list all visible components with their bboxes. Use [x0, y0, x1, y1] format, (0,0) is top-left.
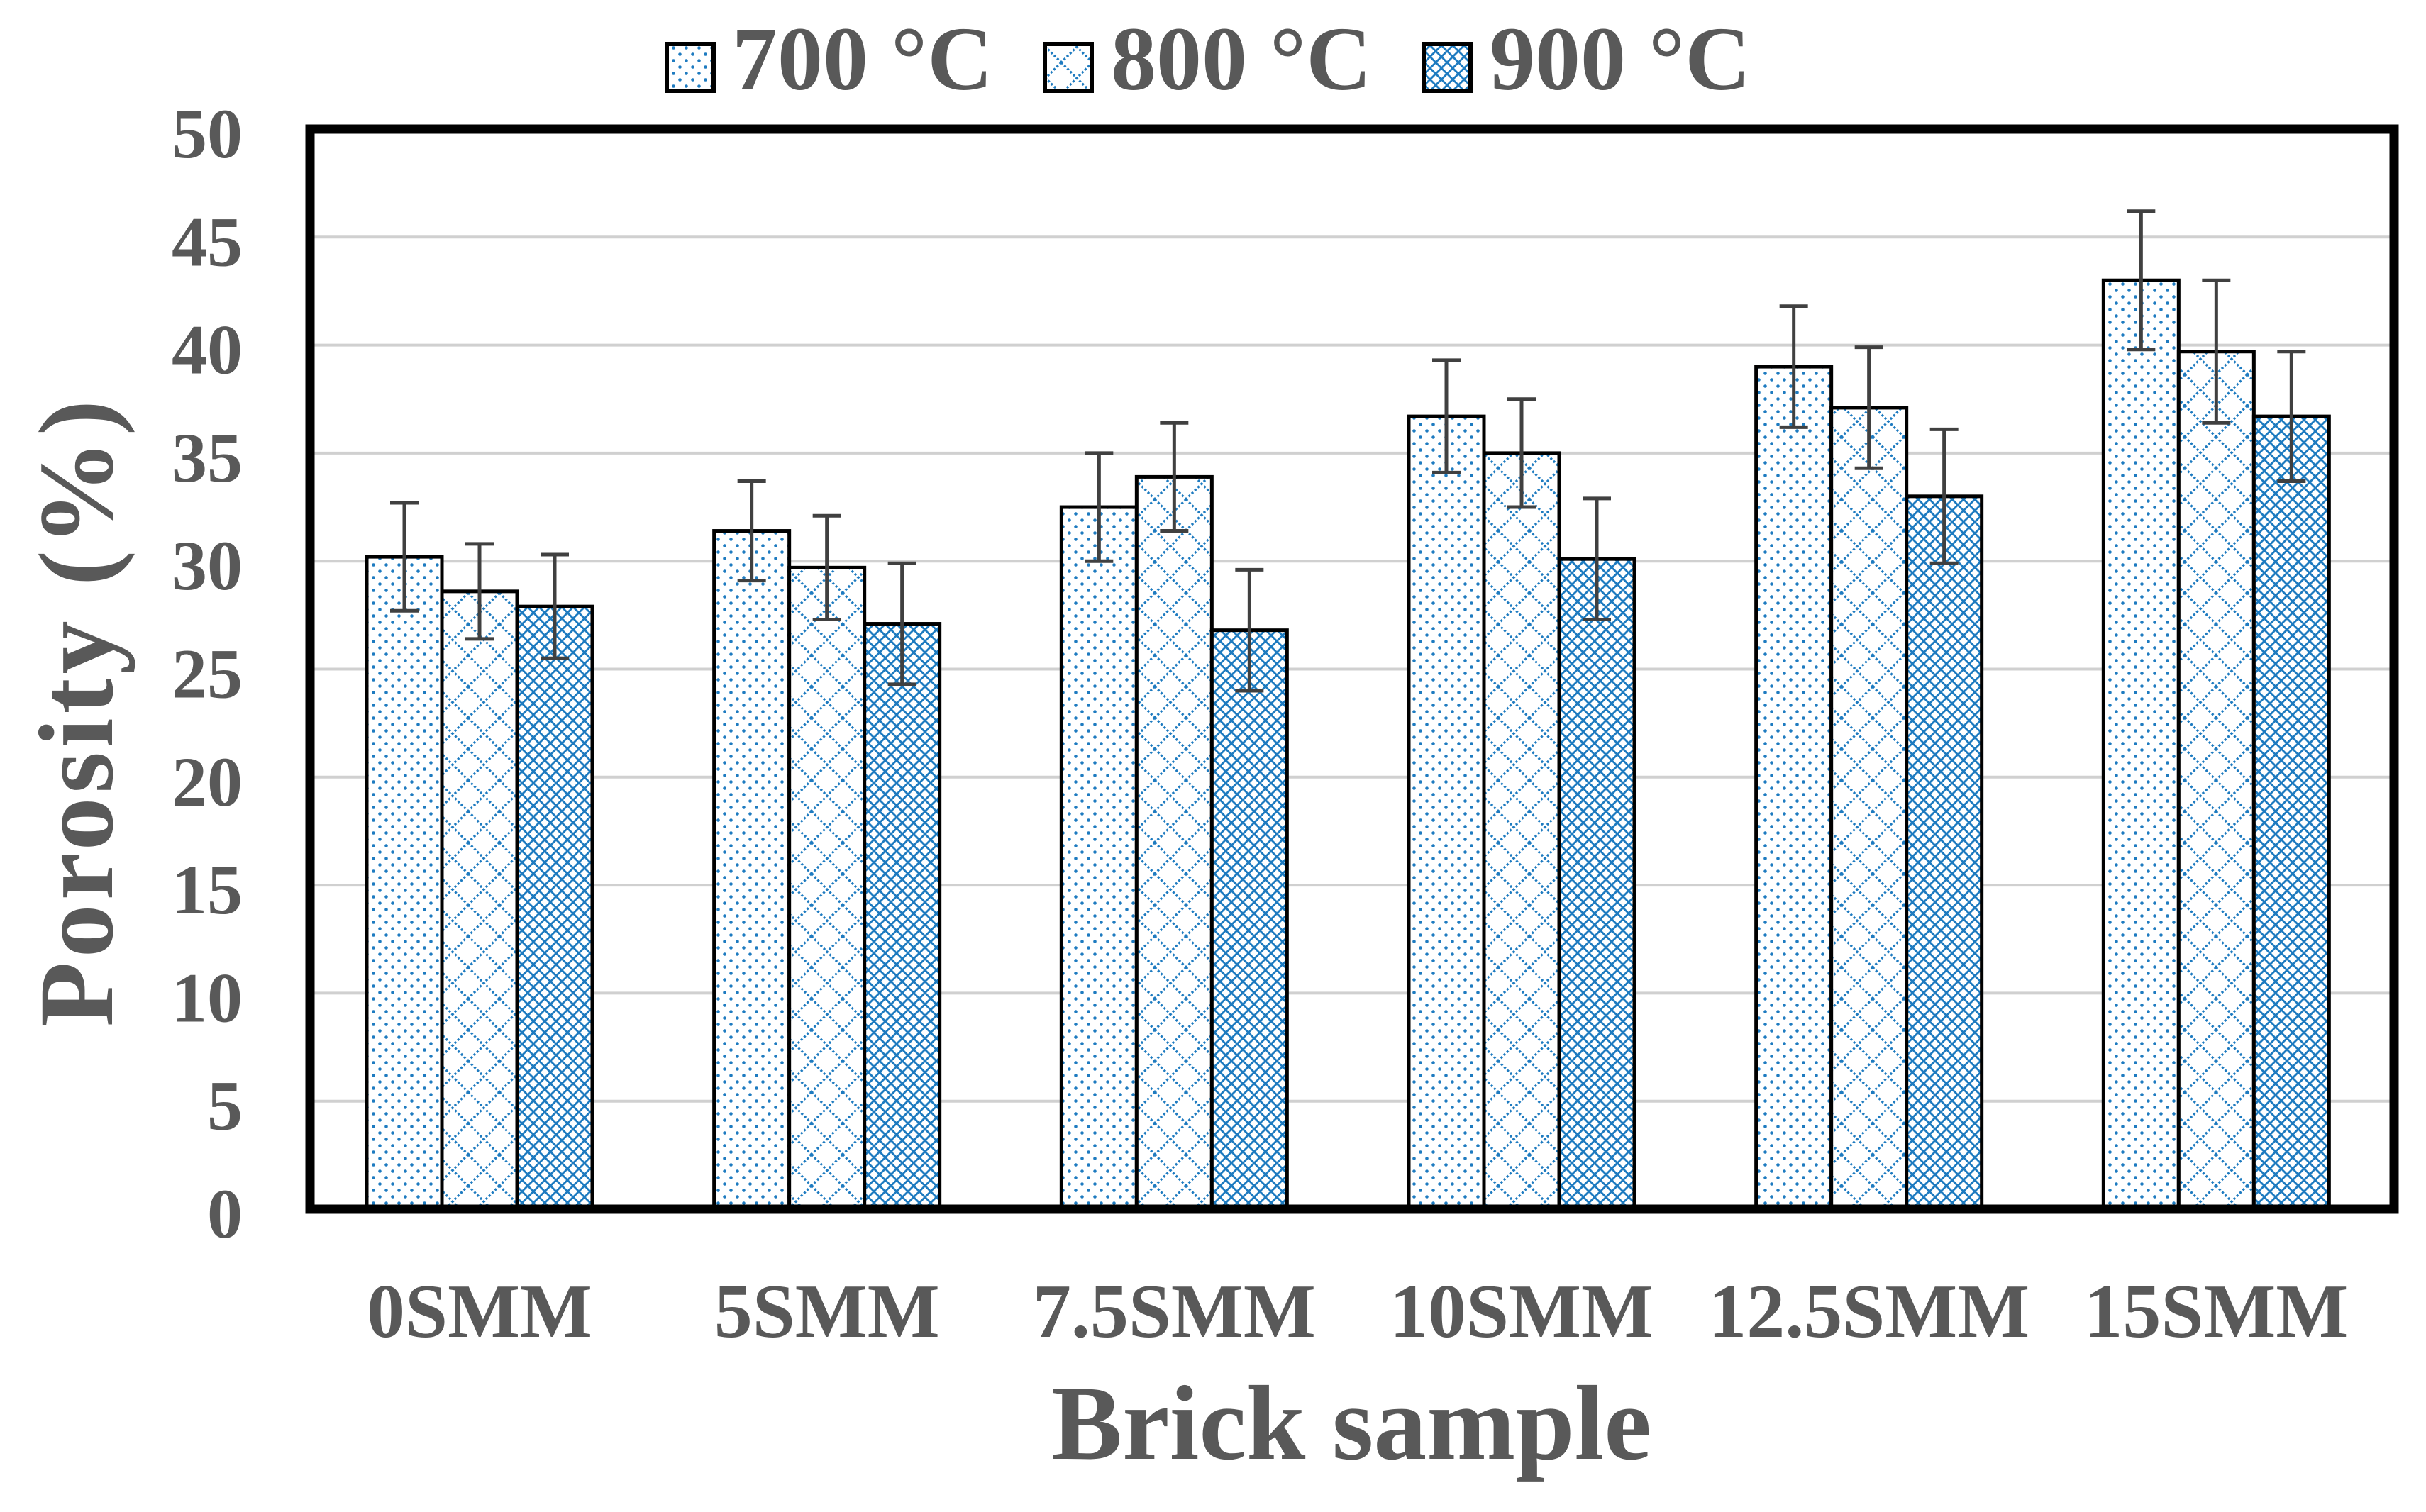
bar-0SMM-800C — [440, 589, 519, 1211]
legend-label-800: 800 °C — [1111, 9, 1372, 109]
error-bar-15SMM-700C — [2127, 209, 2156, 352]
bar-15SMM-800C — [2176, 350, 2256, 1211]
error-bar-10SMM-700C — [1432, 358, 1461, 474]
error-bar-5SMM-700C — [737, 479, 766, 583]
plot-frame — [305, 124, 2399, 1214]
bar-5SMM-700C — [712, 529, 792, 1211]
bar-15SMM-700C — [2101, 278, 2181, 1211]
bar-5SMM-900C — [863, 622, 942, 1211]
bar-7.5SMM-800C — [1134, 474, 1214, 1211]
error-bar-5SMM-800C — [812, 513, 841, 621]
legend-swatch-700 — [665, 42, 716, 93]
bar-10SMM-700C — [1407, 414, 1486, 1211]
y-tick-label: 50 — [172, 94, 243, 173]
bar-7.5SMM-700C — [1059, 505, 1139, 1211]
x-tick-label: 7.5SMM — [1033, 1269, 1316, 1354]
x-tick-label: 12.5SMM — [1708, 1269, 2029, 1354]
y-tick-label: 10 — [172, 958, 243, 1037]
y-axis-title: Porosity (%) — [18, 396, 135, 1027]
x-axis-tick-labels: 0SMM 5SMM 7.5SMM 10SMM 12.5SMM 15SMM — [367, 1269, 2348, 1354]
y-tick-label: 45 — [172, 202, 243, 281]
error-bar-7.5SMM-700C — [1085, 451, 1114, 563]
bar-12.5SMM-800C — [1829, 406, 1909, 1211]
x-tick-label: 15SMM — [2084, 1269, 2348, 1354]
y-tick-label: 40 — [172, 311, 243, 389]
error-bar-7.5SMM-900C — [1235, 567, 1264, 693]
error-bar-7.5SMM-800C — [1160, 421, 1189, 533]
error-bar-0SMM-700C — [390, 501, 419, 613]
error-bar-15SMM-800C — [2202, 278, 2231, 425]
error-bar-12.5SMM-800C — [1854, 345, 1883, 470]
x-tick-label: 0SMM — [367, 1269, 592, 1354]
error-bar-0SMM-900C — [541, 552, 569, 660]
error-bars — [390, 209, 2306, 693]
y-tick-label: 30 — [172, 526, 243, 605]
gridlines — [310, 235, 2394, 1103]
bar-15SMM-900C — [2251, 414, 2331, 1211]
bar-12.5SMM-900C — [1905, 494, 1984, 1211]
legend-label-700: 700 °C — [732, 9, 993, 109]
error-bar-0SMM-800C — [465, 542, 494, 641]
y-axis-tick-labels: 0 5 10 15 20 25 30 35 40 45 50 — [172, 94, 243, 1253]
bar-12.5SMM-700C — [1754, 365, 1834, 1211]
bars — [365, 278, 2331, 1211]
error-bar-12.5SMM-900C — [1929, 427, 1959, 565]
legend-label-900: 900 °C — [1490, 9, 1751, 109]
bar-10SMM-800C — [1482, 451, 1561, 1211]
x-axis-title: Brick sample — [1051, 1364, 1651, 1482]
y-tick-label: 0 — [207, 1174, 243, 1253]
x-tick-label: 10SMM — [1390, 1269, 1654, 1354]
y-tick-label: 25 — [172, 635, 243, 713]
legend-swatch-800 — [1043, 42, 1094, 93]
y-tick-label: 5 — [207, 1067, 243, 1145]
y-tick-label: 20 — [172, 743, 243, 821]
y-tick-label: 35 — [172, 418, 243, 497]
bar-0SMM-700C — [365, 555, 444, 1211]
bar-7.5SMM-900C — [1209, 628, 1289, 1211]
y-tick-label: 15 — [172, 850, 243, 929]
legend: 700 °C 800 °C 900 °C — [665, 9, 1751, 109]
bar-5SMM-800C — [787, 565, 867, 1211]
bar-10SMM-900C — [1557, 557, 1636, 1211]
error-bar-15SMM-900C — [2277, 350, 2306, 483]
error-bar-10SMM-800C — [1507, 397, 1536, 509]
error-bar-10SMM-900C — [1583, 496, 1611, 621]
error-bar-5SMM-900C — [887, 561, 916, 686]
bar-0SMM-900C — [515, 604, 594, 1211]
x-tick-label: 5SMM — [714, 1269, 940, 1354]
error-bar-12.5SMM-700C — [1779, 304, 1808, 429]
legend-swatch-900 — [1422, 42, 1473, 93]
